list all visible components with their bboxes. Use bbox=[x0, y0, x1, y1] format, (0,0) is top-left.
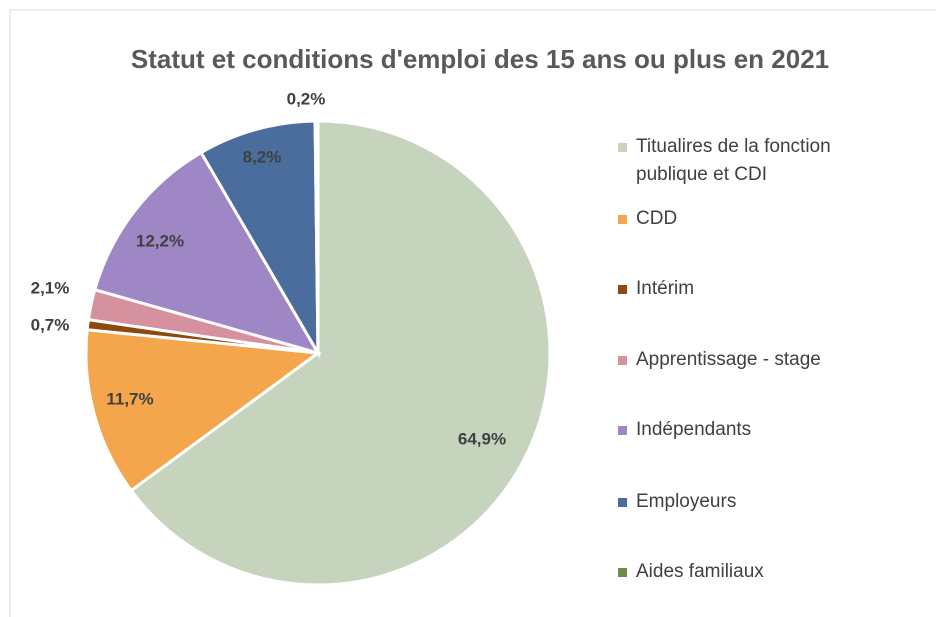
data-label: 64,9% bbox=[458, 429, 506, 448]
legend-label: Employeurs bbox=[636, 491, 737, 512]
frame bbox=[9, 9, 936, 617]
legend-label: Titualires de la fonction publique et CD… bbox=[636, 136, 831, 185]
pie-slice bbox=[199, 119, 320, 359]
data-label: 0,7% bbox=[31, 315, 70, 334]
chart-title: Statut et conditions d'emploi des 15 ans… bbox=[130, 44, 830, 74]
pie-slice bbox=[84, 328, 323, 493]
legend-label: Intérim bbox=[636, 278, 695, 299]
legend-label: Aides familiaux bbox=[636, 561, 764, 582]
legend-swatch bbox=[618, 568, 627, 577]
legend-swatch bbox=[618, 498, 627, 507]
data-label: 12,2% bbox=[136, 231, 184, 250]
legend-swatch bbox=[618, 356, 627, 365]
data-label: 0,2% bbox=[287, 89, 326, 108]
legend-swatch bbox=[618, 426, 627, 435]
legend-label: Indépendants bbox=[636, 419, 752, 440]
data-label: 11,7% bbox=[106, 389, 153, 408]
legend-swatch bbox=[618, 285, 627, 294]
pie-slice bbox=[129, 119, 552, 587]
data-label: 8,2% bbox=[243, 147, 282, 166]
data-label: 2,1% bbox=[31, 278, 70, 297]
legend-swatch bbox=[618, 215, 627, 224]
legend-label: CDD bbox=[636, 208, 678, 229]
pie-slice bbox=[92, 150, 322, 356]
legend-label: Apprentissage - stage bbox=[636, 349, 821, 370]
legend-swatch bbox=[618, 143, 627, 152]
pie-slice bbox=[313, 119, 320, 354]
